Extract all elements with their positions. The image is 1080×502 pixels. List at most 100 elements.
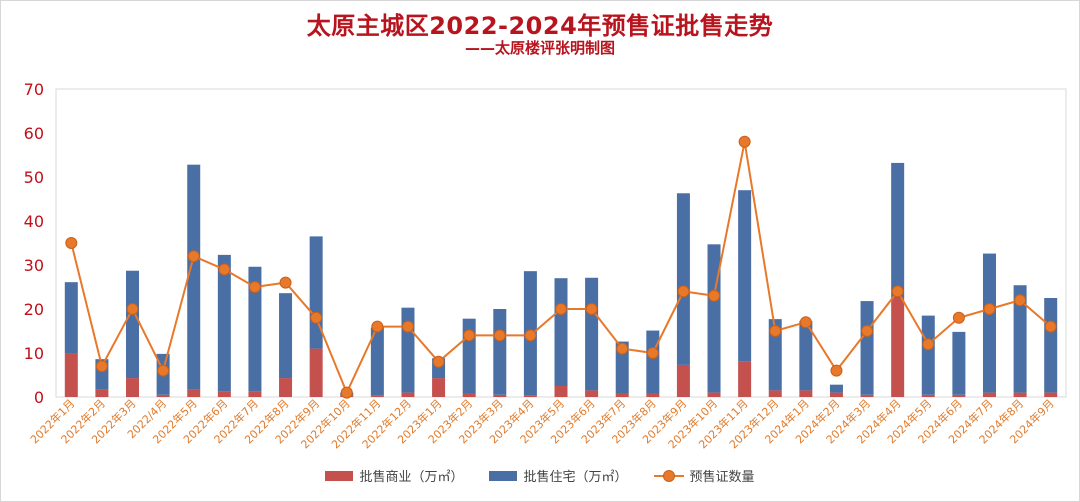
bar-commercial [982,392,996,397]
permits-point [95,360,108,373]
bar-residential [1044,298,1058,393]
bar-commercial [615,393,629,397]
y-tick-label: 40 [24,212,44,231]
bar-residential [493,309,507,395]
bar-residential [615,341,629,394]
permits-point [157,364,170,377]
chart-title: 太原主城区2022-2024年预售证批售走势 [306,12,774,40]
permits-point [861,325,874,337]
permits-point [646,347,659,359]
legend-item-commercial: 批售商业（万㎡） [325,466,463,485]
legend-label-permits: 预售证数量 [689,470,755,485]
bar-commercial [952,394,966,397]
chart-legend: 批售商业（万㎡） 批售住宅（万㎡） 预售证数量 [0,466,1080,485]
permits-point [65,237,78,249]
bar-residential [401,307,415,393]
bar-residential [279,293,293,379]
bar-residential [554,278,568,386]
permits-point [187,250,200,263]
y-tick-label: 0 [34,388,44,407]
y-tick-label: 30 [24,256,44,275]
bar-residential [860,301,874,395]
bar-residential [248,266,262,392]
bar-residential [370,327,384,396]
permits-point [830,364,843,377]
bar-commercial [217,391,231,397]
permits-point [401,320,414,333]
bar-residential [921,315,935,395]
bar-commercial [921,394,935,397]
bar-residential [676,193,690,365]
bar-commercial [554,386,568,397]
bar-commercial [707,392,721,397]
permits-point [738,135,751,148]
bar-commercial [676,364,690,397]
bar-commercial [860,394,874,397]
bar-residential [585,277,599,391]
bar-commercial [126,378,140,397]
bar-commercial [156,394,170,397]
permits-point [248,281,261,293]
bar-commercial [585,390,599,397]
legend-item-residential: 批售住宅（万㎡） [489,466,628,485]
permits-point [708,289,721,302]
permits-point [524,329,537,342]
bar-commercial [309,348,323,397]
bar-commercial [493,394,507,397]
permits-point [616,342,629,355]
bar-commercial [248,391,262,397]
bar-commercial [370,395,384,397]
legend-swatch-commercial [325,470,354,481]
permits-point [126,303,139,315]
permits-point [432,355,445,368]
permits-point [310,311,323,324]
bar-commercial [891,298,905,397]
bar-residential [738,190,752,362]
bar-commercial [279,378,293,397]
bar-residential [64,282,78,354]
bar-commercial [401,392,415,397]
bar-residential [829,384,843,393]
bar-commercial [432,378,446,397]
permits-point [983,303,996,315]
bar-commercial [64,353,78,397]
bar-commercial [1013,392,1027,397]
permits-point [340,386,353,399]
bar-commercial [738,361,752,397]
legend-swatch-residential [489,470,518,481]
permits-point [279,276,292,289]
permits-point [218,263,231,276]
bar-commercial [646,393,660,397]
bar-residential [309,236,323,349]
bar-commercial [462,393,476,397]
permits-point [891,285,904,298]
bar-residential [768,319,782,391]
y-tick-label: 20 [24,300,44,319]
bar-residential [891,162,905,298]
permits-point [1014,294,1027,307]
y-tick-label: 10 [24,344,44,363]
y-tick-label: 50 [24,168,44,187]
chart-subtitle: ——太原楼评张明制图 [464,39,615,57]
bar-residential [799,320,813,391]
bar-residential [126,270,140,379]
bar-commercial [187,389,201,397]
permits-point [799,316,812,329]
legend-label-residential: 批售住宅（万㎡） [523,470,628,485]
bar-residential [217,254,231,392]
legend-swatch-permits [653,469,684,482]
bar-residential [646,330,660,394]
legend-label-commercial: 批售商业（万㎡） [359,470,464,485]
permits-point [769,325,782,337]
y-tick-label: 60 [24,124,44,143]
permits-point [555,303,567,315]
bar-commercial [799,390,813,397]
permits-point [371,320,384,333]
y-tick-label: 70 [24,80,44,99]
bar-commercial [768,390,782,397]
bar-commercial [523,395,537,397]
permits-point [952,311,965,324]
bar-commercial [95,389,109,397]
bar-residential [187,164,201,390]
